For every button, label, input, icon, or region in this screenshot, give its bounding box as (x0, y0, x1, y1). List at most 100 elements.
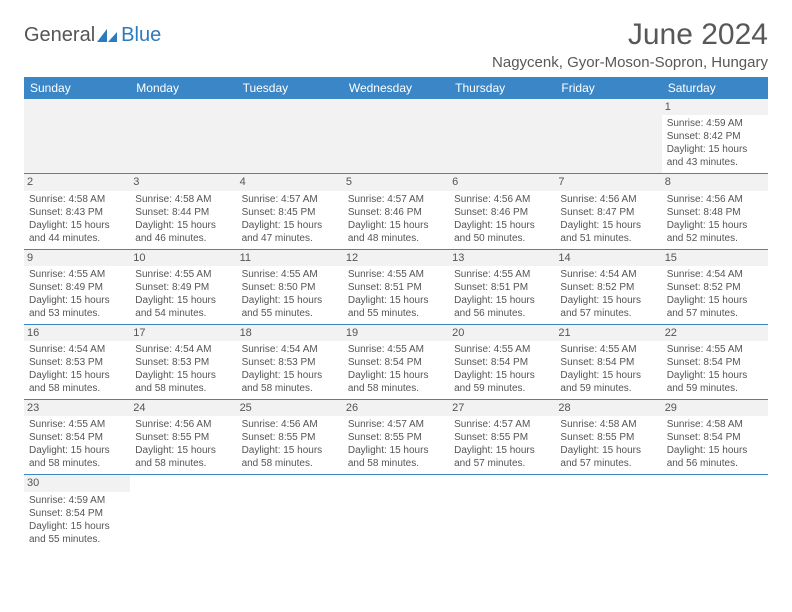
calendar-cell: 7Sunrise: 4:56 AMSunset: 8:47 PMDaylight… (555, 174, 661, 249)
day-number: 23 (24, 400, 130, 416)
day-number: 21 (555, 325, 661, 341)
sunset-line: Sunset: 8:54 PM (29, 431, 125, 444)
day-info: Sunrise: 4:55 AMSunset: 8:50 PMDaylight:… (241, 268, 339, 320)
sunset-line: Sunset: 8:55 PM (454, 431, 550, 444)
day-number: 2 (24, 174, 130, 190)
day-info: Sunrise: 4:54 AMSunset: 8:53 PMDaylight:… (134, 343, 232, 395)
sunset-line: Sunset: 8:51 PM (348, 281, 444, 294)
sunset-line: Sunset: 8:49 PM (135, 281, 231, 294)
calendar-cell: 20Sunrise: 4:55 AMSunset: 8:54 PMDayligh… (449, 324, 555, 399)
calendar-row: 16Sunrise: 4:54 AMSunset: 8:53 PMDayligh… (24, 324, 768, 399)
day-number: 30 (24, 475, 130, 491)
sail-icon (97, 29, 119, 43)
daylight-line: Daylight: 15 hours and 58 minutes. (242, 369, 338, 395)
sunset-line: Sunset: 8:54 PM (29, 507, 125, 520)
calendar-cell: 27 Sunrise: 4:57 AMSunset: 8:55 PMDayligh… (449, 400, 555, 475)
sunrise-line: Sunrise: 4:55 AM (454, 343, 550, 356)
day-info: Sunrise: 4:56 AMSunset: 8:55 PMDaylight:… (134, 418, 232, 470)
sunset-line: Sunset: 8:45 PM (242, 206, 338, 219)
sunrise-line: Sunrise: 4:54 AM (242, 343, 338, 356)
daylight-line: Daylight: 15 hours and 43 minutes. (667, 143, 763, 169)
sunrise-line: Sunrise: 4:59 AM (29, 494, 125, 507)
day-number: 27 (449, 400, 555, 416)
day-number: 5 (343, 174, 449, 190)
calendar-cell (237, 475, 343, 550)
sunrise-line: Sunrise: 4:56 AM (667, 193, 763, 206)
sunrise-line: Sunrise: 4:54 AM (135, 343, 231, 356)
calendar-row: 9Sunrise: 4:55 AMSunset: 8:49 PMDaylight… (24, 249, 768, 324)
sunset-line: Sunset: 8:55 PM (348, 431, 444, 444)
calendar-cell: 19 Sunrise: 4:55 AMSunset: 8:54 PMDayligh… (343, 324, 449, 399)
calendar-row: 30 Sunrise: 4:59 AMSunset: 8:54 PMDayligh… (24, 475, 768, 550)
calendar-cell: 30 Sunrise: 4:59 AMSunset: 8:54 PMDayligh… (24, 475, 130, 550)
sunrise-line: Sunrise: 4:54 AM (29, 343, 125, 356)
day-info: Sunrise: 4:56 AMSunset: 8:55 PMDaylight:… (241, 418, 339, 470)
day-header-row: Sunday Monday Tuesday Wednesday Thursday… (24, 77, 768, 99)
sunset-line: Sunset: 8:53 PM (242, 356, 338, 369)
daylight-line: Daylight: 15 hours and 56 minutes. (454, 294, 550, 320)
calendar-row: 23Sunrise: 4:55 AMSunset: 8:54 PMDayligh… (24, 400, 768, 475)
sunrise-line: Sunrise: 4:57 AM (454, 418, 550, 431)
calendar-cell: 6Sunrise: 4:56 AMSunset: 8:46 PMDaylight… (449, 174, 555, 249)
day-number: 25 (237, 400, 343, 416)
day-info: Sunrise: 4:57 AMSunset: 8:55 PMDaylight:… (347, 418, 445, 470)
day-info: Sunrise: 4:55 AMSunset: 8:51 PMDaylight:… (453, 268, 551, 320)
daylight-line: Daylight: 15 hours and 55 minutes. (29, 520, 125, 546)
daylight-line: Daylight: 15 hours and 57 minutes. (454, 444, 550, 470)
calendar-cell: 29Sunrise: 4:58 AMSunset: 8:54 PMDayligh… (662, 400, 768, 475)
sunset-line: Sunset: 8:47 PM (560, 206, 656, 219)
sunrise-line: Sunrise: 4:55 AM (454, 268, 550, 281)
day-info: Sunrise: 4:54 AMSunset: 8:52 PMDaylight:… (666, 268, 764, 320)
calendar-table: Sunday Monday Tuesday Wednesday Thursday… (24, 77, 768, 550)
sunrise-line: Sunrise: 4:54 AM (667, 268, 763, 281)
sunset-line: Sunset: 8:53 PM (135, 356, 231, 369)
calendar-cell: 24Sunrise: 4:56 AMSunset: 8:55 PMDayligh… (130, 400, 236, 475)
sunrise-line: Sunrise: 4:55 AM (348, 343, 444, 356)
sunset-line: Sunset: 8:55 PM (242, 431, 338, 444)
daylight-line: Daylight: 15 hours and 58 minutes. (348, 444, 444, 470)
sunset-line: Sunset: 8:54 PM (454, 356, 550, 369)
month-title: June 2024 (492, 18, 768, 52)
calendar-cell (555, 99, 661, 174)
calendar-cell (237, 99, 343, 174)
day-header: Monday (130, 77, 236, 99)
day-info: Sunrise: 4:58 AMSunset: 8:54 PMDaylight:… (666, 418, 764, 470)
calendar-row: 1Sunrise: 4:59 AMSunset: 8:42 PMDaylight… (24, 99, 768, 174)
sunrise-line: Sunrise: 4:54 AM (560, 268, 656, 281)
day-number: 19 (343, 325, 449, 341)
daylight-line: Daylight: 15 hours and 59 minutes. (667, 369, 763, 395)
daylight-line: Daylight: 15 hours and 51 minutes. (560, 219, 656, 245)
daylight-line: Daylight: 15 hours and 59 minutes. (560, 369, 656, 395)
sunset-line: Sunset: 8:44 PM (135, 206, 231, 219)
daylight-line: Daylight: 15 hours and 58 minutes. (135, 444, 231, 470)
sunrise-line: Sunrise: 4:57 AM (348, 193, 444, 206)
sunrise-line: Sunrise: 4:57 AM (242, 193, 338, 206)
day-number: 11 (237, 250, 343, 266)
day-info: Sunrise: 4:57 AMSunset: 8:45 PMDaylight:… (241, 193, 339, 245)
sunrise-line: Sunrise: 4:58 AM (667, 418, 763, 431)
sunset-line: Sunset: 8:54 PM (667, 356, 763, 369)
calendar-cell (555, 475, 661, 550)
day-number: 4 (237, 174, 343, 190)
day-info: Sunrise: 4:55 AMSunset: 8:49 PMDaylight:… (134, 268, 232, 320)
day-info: Sunrise: 4:56 AMSunset: 8:47 PMDaylight:… (559, 193, 657, 245)
calendar-cell: 5Sunrise: 4:57 AMSunset: 8:46 PMDaylight… (343, 174, 449, 249)
calendar-cell (662, 475, 768, 550)
sunset-line: Sunset: 8:53 PM (29, 356, 125, 369)
day-info: Sunrise: 4:54 AMSunset: 8:53 PMDaylight:… (241, 343, 339, 395)
day-number: 26 (343, 400, 449, 416)
day-header: Friday (555, 77, 661, 99)
calendar-cell (130, 99, 236, 174)
calendar-cell: 15 Sunrise: 4:54 AMSunset: 8:52 PMDayligh… (662, 249, 768, 324)
sunset-line: Sunset: 8:46 PM (454, 206, 550, 219)
day-info: Sunrise: 4:55 AMSunset: 8:54 PMDaylight:… (347, 343, 445, 395)
daylight-line: Daylight: 15 hours and 58 minutes. (29, 444, 125, 470)
day-number: 22 (662, 325, 768, 341)
sunrise-line: Sunrise: 4:56 AM (454, 193, 550, 206)
calendar-cell: 3Sunrise: 4:58 AMSunset: 8:44 PMDaylight… (130, 174, 236, 249)
calendar-cell: 16Sunrise: 4:54 AMSunset: 8:53 PMDayligh… (24, 324, 130, 399)
day-number: 15 (662, 250, 768, 266)
sunset-line: Sunset: 8:54 PM (560, 356, 656, 369)
daylight-line: Daylight: 15 hours and 58 minutes. (29, 369, 125, 395)
sunset-line: Sunset: 8:51 PM (454, 281, 550, 294)
